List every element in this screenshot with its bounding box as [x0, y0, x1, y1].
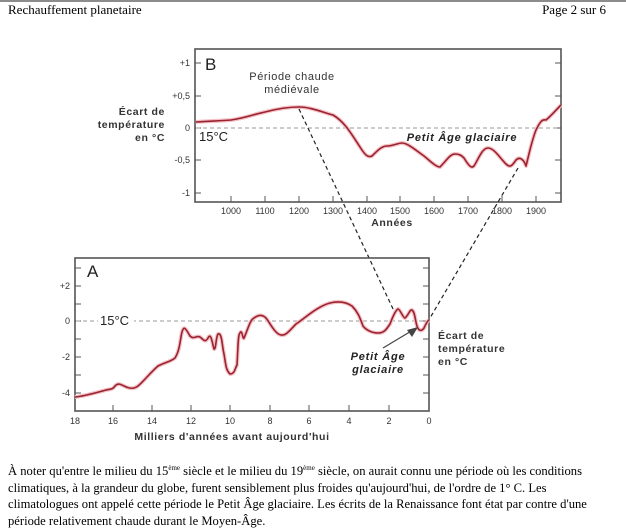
lia-arrow-head-icon — [407, 327, 418, 337]
panel-a-ylabel: en °C — [438, 356, 468, 368]
paragraph-text: À noter qu'entre le milieu du 15 — [8, 464, 169, 479]
panel-a-xtick: 6 — [306, 416, 311, 426]
panel-b-xtick: 1400 — [357, 206, 377, 216]
panel-a-frame — [74, 257, 430, 412]
panel-a-xlabel: Milliers d'années avant aujourd'hui — [134, 431, 329, 443]
medieval-warm-label: médiévale — [264, 84, 320, 96]
panel-b-reference-label: 15°C — [199, 129, 228, 144]
panel-b-ytick: -1 — [182, 188, 190, 198]
panel-b-xtick: 1600 — [424, 206, 444, 216]
lia-arrow-line — [382, 329, 414, 349]
panel-b-frame — [194, 48, 562, 203]
panel-a-lia-label: glaciaire — [351, 364, 404, 376]
top-border — [0, 0, 626, 2]
panel-a-reference-label: 15°C — [100, 313, 129, 328]
body-paragraph: À noter qu'entre le milieu du 15ème sièc… — [8, 460, 618, 529]
panel-b-ylabel: température — [98, 119, 165, 131]
panel-a-xtick: 16 — [108, 416, 118, 426]
panel-a-xtick: 14 — [147, 416, 157, 426]
panel-a-lia-label: Petit Âge — [351, 350, 406, 363]
panel-b-xtick: 1900 — [526, 206, 546, 216]
panel-b-xtick: 1700 — [458, 206, 478, 216]
superscript: ème — [303, 464, 315, 472]
panel-b-xtick: 1100 — [255, 206, 274, 216]
paragraph-text: siècle et le milieu du 19 — [180, 464, 304, 479]
panel-a-xtick: 0 — [426, 416, 431, 426]
panel-a-ytick: 0 — [65, 316, 70, 326]
panel-b-xtick: 1500 — [390, 206, 410, 216]
panel-a-xtick: 12 — [186, 416, 196, 426]
panel-a-xtick: 2 — [386, 416, 391, 426]
panel-b-letter: B — [205, 55, 216, 74]
panel-a-reference-label-bg — [98, 313, 134, 327]
panel-b-xtick: 1300 — [323, 206, 343, 216]
superscript: ème — [168, 464, 181, 472]
panel-a-ytick: +2 — [60, 281, 70, 291]
medieval-warm-label: Période chaude — [249, 71, 334, 83]
panel-b-xlabel: Années — [371, 217, 413, 229]
panel-b-xtick: 1200 — [289, 206, 309, 216]
panel-b-ylabel: Écart de — [119, 105, 165, 118]
paragraph-text: siècle, on aurait connu une période où l… — [8, 464, 587, 528]
little-ice-age-label: Petit Âge glaciaire — [407, 131, 518, 144]
panel-a: +2 0 -2 -4 18 16 14 12 10 8 6 4 2 0 Mill… — [60, 257, 505, 443]
panel-a-curve — [74, 301, 430, 398]
panel-b-ytick: +0,5 — [172, 91, 190, 101]
panel-b-curve — [195, 104, 562, 168]
panel-b-ytick: 0 — [185, 123, 190, 133]
panel-b-ylabel: en °C — [135, 132, 165, 144]
panel-a-xtick: 4 — [346, 416, 351, 426]
panel-a-xtick: 8 — [267, 416, 272, 426]
panel-b-yticks — [195, 62, 561, 202]
zoom-connector-left — [298, 108, 395, 312]
panel-b-xtick: 1000 — [221, 206, 241, 216]
panel-b-ytick: -0,5 — [174, 155, 190, 165]
panel-a-ytick: -4 — [62, 388, 70, 398]
page-indicator: Page 2 sur 6 — [542, 2, 606, 17]
document-title: Rechauffement planetaire — [8, 2, 142, 17]
panel-b-ytick: +1 — [180, 58, 190, 68]
panel-a-xtick: 18 — [70, 416, 80, 426]
zoom-connector-right — [429, 167, 519, 319]
panel-a-ylabel: température — [438, 343, 505, 355]
panel-a-ytick: -2 — [62, 352, 70, 362]
panel-a-letter: A — [87, 262, 99, 281]
panel-b-xtick: 1800 — [492, 206, 512, 216]
climate-figure: +1 +0,5 0 -0,5 -1 1000 1100 1200 1300 14… — [60, 48, 563, 443]
panel-b: +1 +0,5 0 -0,5 -1 1000 1100 1200 1300 14… — [98, 48, 563, 229]
panel-a-ylabel: Écart de — [438, 329, 484, 342]
panel-a-xtick: 10 — [225, 416, 235, 426]
